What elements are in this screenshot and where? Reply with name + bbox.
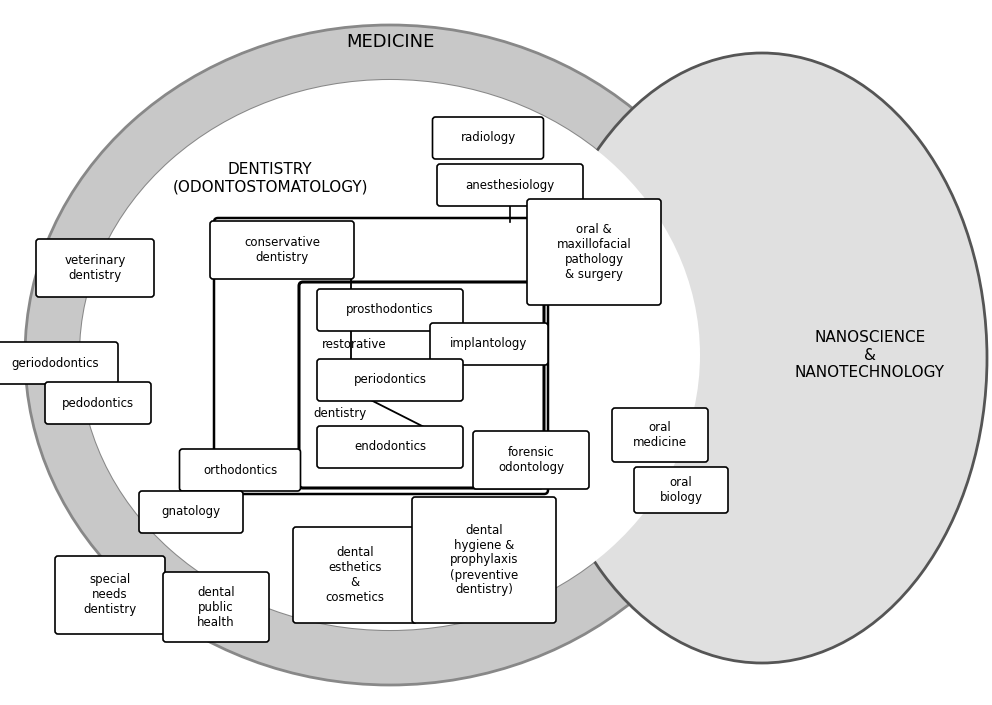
Text: conservative
dentistry: conservative dentistry: [244, 236, 320, 264]
Text: gnatology: gnatology: [162, 505, 220, 518]
Ellipse shape: [25, 25, 755, 685]
FancyBboxPatch shape: [55, 556, 165, 634]
Text: pedodontics: pedodontics: [62, 396, 134, 410]
Text: restorative: restorative: [322, 338, 387, 352]
FancyBboxPatch shape: [527, 199, 661, 305]
Text: radiology: radiology: [460, 132, 516, 145]
FancyBboxPatch shape: [210, 221, 354, 279]
Text: DENTISTRY
(ODONTOSTOMATOLOGY): DENTISTRY (ODONTOSTOMATOLOGY): [173, 162, 368, 194]
FancyBboxPatch shape: [433, 117, 544, 159]
FancyBboxPatch shape: [45, 382, 151, 424]
Text: forensic
odontology: forensic odontology: [498, 446, 564, 474]
FancyBboxPatch shape: [299, 282, 544, 488]
Text: dental
esthetics
&
cosmetics: dental esthetics & cosmetics: [325, 546, 385, 604]
FancyBboxPatch shape: [412, 497, 556, 623]
Ellipse shape: [80, 80, 700, 630]
Ellipse shape: [537, 53, 987, 663]
FancyBboxPatch shape: [293, 527, 417, 623]
Text: endodontics: endodontics: [354, 441, 426, 453]
Text: veterinary
dentistry: veterinary dentistry: [64, 254, 126, 282]
FancyBboxPatch shape: [317, 359, 463, 401]
Text: MEDICINE: MEDICINE: [346, 33, 434, 51]
Text: prosthodontics: prosthodontics: [346, 303, 434, 317]
FancyBboxPatch shape: [437, 164, 583, 206]
FancyBboxPatch shape: [473, 431, 589, 489]
Text: dentistry: dentistry: [313, 407, 366, 419]
Text: periodontics: periodontics: [353, 374, 427, 386]
Text: implantology: implantology: [450, 338, 528, 350]
Text: anesthesiology: anesthesiology: [465, 178, 555, 192]
Text: NANOSCIENCE
&
NANOTECHNOLOGY: NANOSCIENCE & NANOTECHNOLOGY: [795, 330, 945, 380]
Ellipse shape: [80, 80, 700, 630]
FancyBboxPatch shape: [214, 218, 548, 494]
FancyBboxPatch shape: [180, 449, 301, 491]
Text: geriododontics: geriododontics: [11, 357, 99, 369]
FancyBboxPatch shape: [317, 289, 463, 331]
FancyBboxPatch shape: [139, 491, 243, 533]
FancyBboxPatch shape: [612, 408, 708, 462]
Text: oral
medicine: oral medicine: [633, 421, 687, 449]
Text: orthodontics: orthodontics: [203, 463, 277, 477]
FancyBboxPatch shape: [163, 572, 269, 642]
Text: dental
hygiene &
prophylaxis
(preventive
dentistry): dental hygiene & prophylaxis (preventive…: [449, 524, 518, 596]
FancyBboxPatch shape: [317, 426, 463, 468]
FancyBboxPatch shape: [430, 323, 548, 365]
Text: dental
public
health: dental public health: [197, 585, 235, 628]
Text: oral &
maxillofacial
pathology
& surgery: oral & maxillofacial pathology & surgery: [557, 223, 631, 281]
FancyBboxPatch shape: [0, 342, 118, 384]
FancyBboxPatch shape: [634, 467, 728, 513]
Text: special
needs
dentistry: special needs dentistry: [83, 573, 137, 616]
Text: oral
biology: oral biology: [660, 476, 702, 504]
FancyBboxPatch shape: [36, 239, 154, 297]
